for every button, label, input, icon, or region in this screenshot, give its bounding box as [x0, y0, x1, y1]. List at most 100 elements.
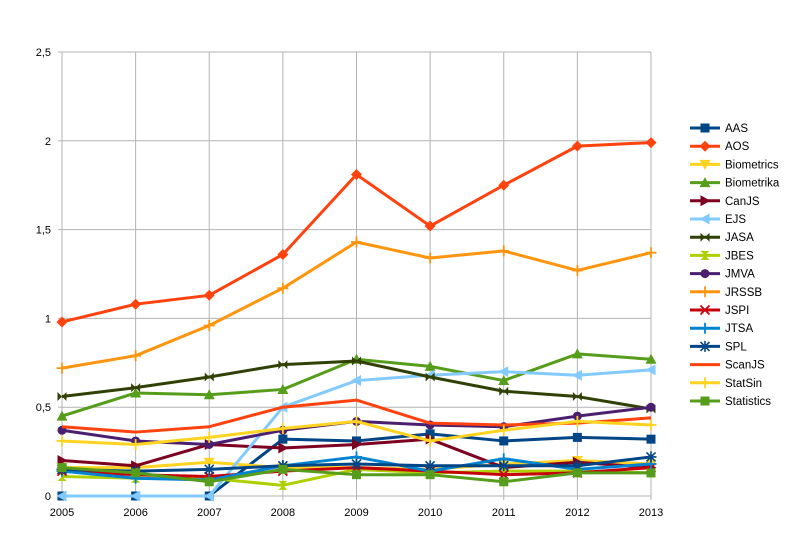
data-point: [57, 463, 67, 473]
data-point: [56, 435, 68, 447]
data-point: [131, 383, 141, 393]
legend-item: SPL: [690, 340, 747, 353]
data-point: [352, 470, 361, 480]
series-jasa: [57, 356, 656, 414]
legend-item: JRSSB: [690, 286, 762, 299]
data-point: [352, 436, 361, 446]
x-tick-label: 2011: [492, 507, 516, 519]
legend-swatch-marker: [699, 377, 711, 389]
data-point: [278, 360, 288, 370]
data-point: [351, 375, 361, 387]
legend-item: Biometrics: [690, 159, 779, 171]
legend-label: Biometrika: [725, 178, 780, 190]
x-tick-label: 2009: [344, 507, 368, 519]
data-point: [645, 419, 657, 431]
data-point: [203, 463, 215, 475]
data-point: [425, 429, 435, 439]
data-point: [424, 360, 436, 371]
data-point: [351, 236, 362, 248]
x-tick-label: 2008: [271, 507, 295, 519]
data-point: [499, 436, 509, 446]
data-point: [424, 460, 436, 472]
data-point: [352, 438, 362, 450]
legend-item: Biometrika: [690, 177, 780, 190]
data-point: [130, 490, 141, 502]
legend-item: JBES: [690, 250, 754, 262]
data-point: [204, 477, 214, 487]
data-point: [571, 140, 583, 152]
legend-swatch-marker: [699, 286, 711, 298]
legend-swatch-marker: [699, 213, 710, 225]
legend-swatch-marker: [699, 177, 711, 188]
data-point: [646, 434, 656, 444]
x-tick-label: 2005: [50, 507, 74, 519]
legend-item: ScanJS: [690, 360, 765, 372]
legend-item: JTSA: [690, 322, 753, 335]
data-point: [424, 252, 436, 264]
legend-item: StatSin: [690, 377, 762, 390]
legend-label: JMVA: [725, 269, 755, 281]
legend-swatch-marker: [699, 159, 711, 170]
data-point: [277, 282, 289, 294]
data-point: [203, 431, 215, 443]
data-point: [425, 372, 435, 382]
y-tick-label: 0: [45, 491, 51, 503]
legend-swatch-marker: [700, 269, 710, 279]
axes: 0 0,5 1 1,5 2 2,5 2005 2006 2007 2008 2009 2010 2011…: [36, 47, 664, 519]
data-point: [277, 423, 289, 435]
data-point: [130, 350, 142, 362]
legend-item: JSPI: [690, 304, 749, 317]
data-point: [130, 387, 142, 398]
data-point: [645, 137, 657, 149]
data-point: [498, 375, 510, 386]
data-point: [56, 410, 68, 421]
data-point: [572, 392, 582, 402]
x-tick-label: 2006: [123, 507, 147, 519]
data-point: [645, 364, 656, 376]
y-tick-label: 2: [45, 136, 51, 148]
data-point: [499, 386, 509, 396]
series-statistics: [57, 463, 656, 487]
data-point: [277, 248, 289, 260]
x-tick-label: 2010: [418, 507, 442, 519]
series-aos: [56, 137, 657, 328]
legend-label: JBES: [725, 250, 754, 262]
legend-label: Biometrics: [725, 159, 779, 171]
legend-swatch-marker: [700, 123, 710, 133]
legend-label: Statistics: [725, 396, 771, 408]
series-line: [61, 359, 652, 411]
legend-label: ScanJS: [725, 360, 765, 372]
data-point: [424, 220, 436, 232]
y-tick-label: 1,5: [36, 225, 51, 237]
legend-label: JASA: [725, 232, 754, 244]
data-point: [203, 490, 214, 502]
data-point: [571, 348, 583, 359]
legend-label: JSPI: [725, 305, 749, 317]
legend-swatch-marker: [700, 195, 711, 207]
data-point: [571, 460, 583, 472]
legend-label: SPL: [725, 341, 747, 353]
y-tick-label: 2,5: [36, 47, 51, 59]
data-point: [498, 366, 509, 378]
data-point: [571, 369, 582, 381]
legend-label: CanJS: [725, 196, 760, 208]
legend-label: StatSin: [725, 378, 762, 390]
legend-item: Statistics: [690, 396, 771, 408]
data-point: [572, 432, 582, 442]
data-point: [278, 434, 288, 444]
data-point: [278, 464, 288, 474]
legend-swatch-marker: [700, 250, 710, 260]
data-point: [646, 468, 656, 478]
legend-swatch-marker: [699, 322, 711, 334]
data-point: [351, 458, 362, 470]
data-point: [204, 372, 214, 382]
data-point: [277, 383, 289, 394]
x-tick-label: 2012: [565, 507, 589, 519]
legend-item: AAS: [690, 123, 748, 135]
data-point: [499, 477, 509, 487]
legend-swatch-marker: [699, 140, 711, 152]
y-tick-label: 0,5: [36, 402, 51, 414]
data-point: [498, 424, 510, 436]
